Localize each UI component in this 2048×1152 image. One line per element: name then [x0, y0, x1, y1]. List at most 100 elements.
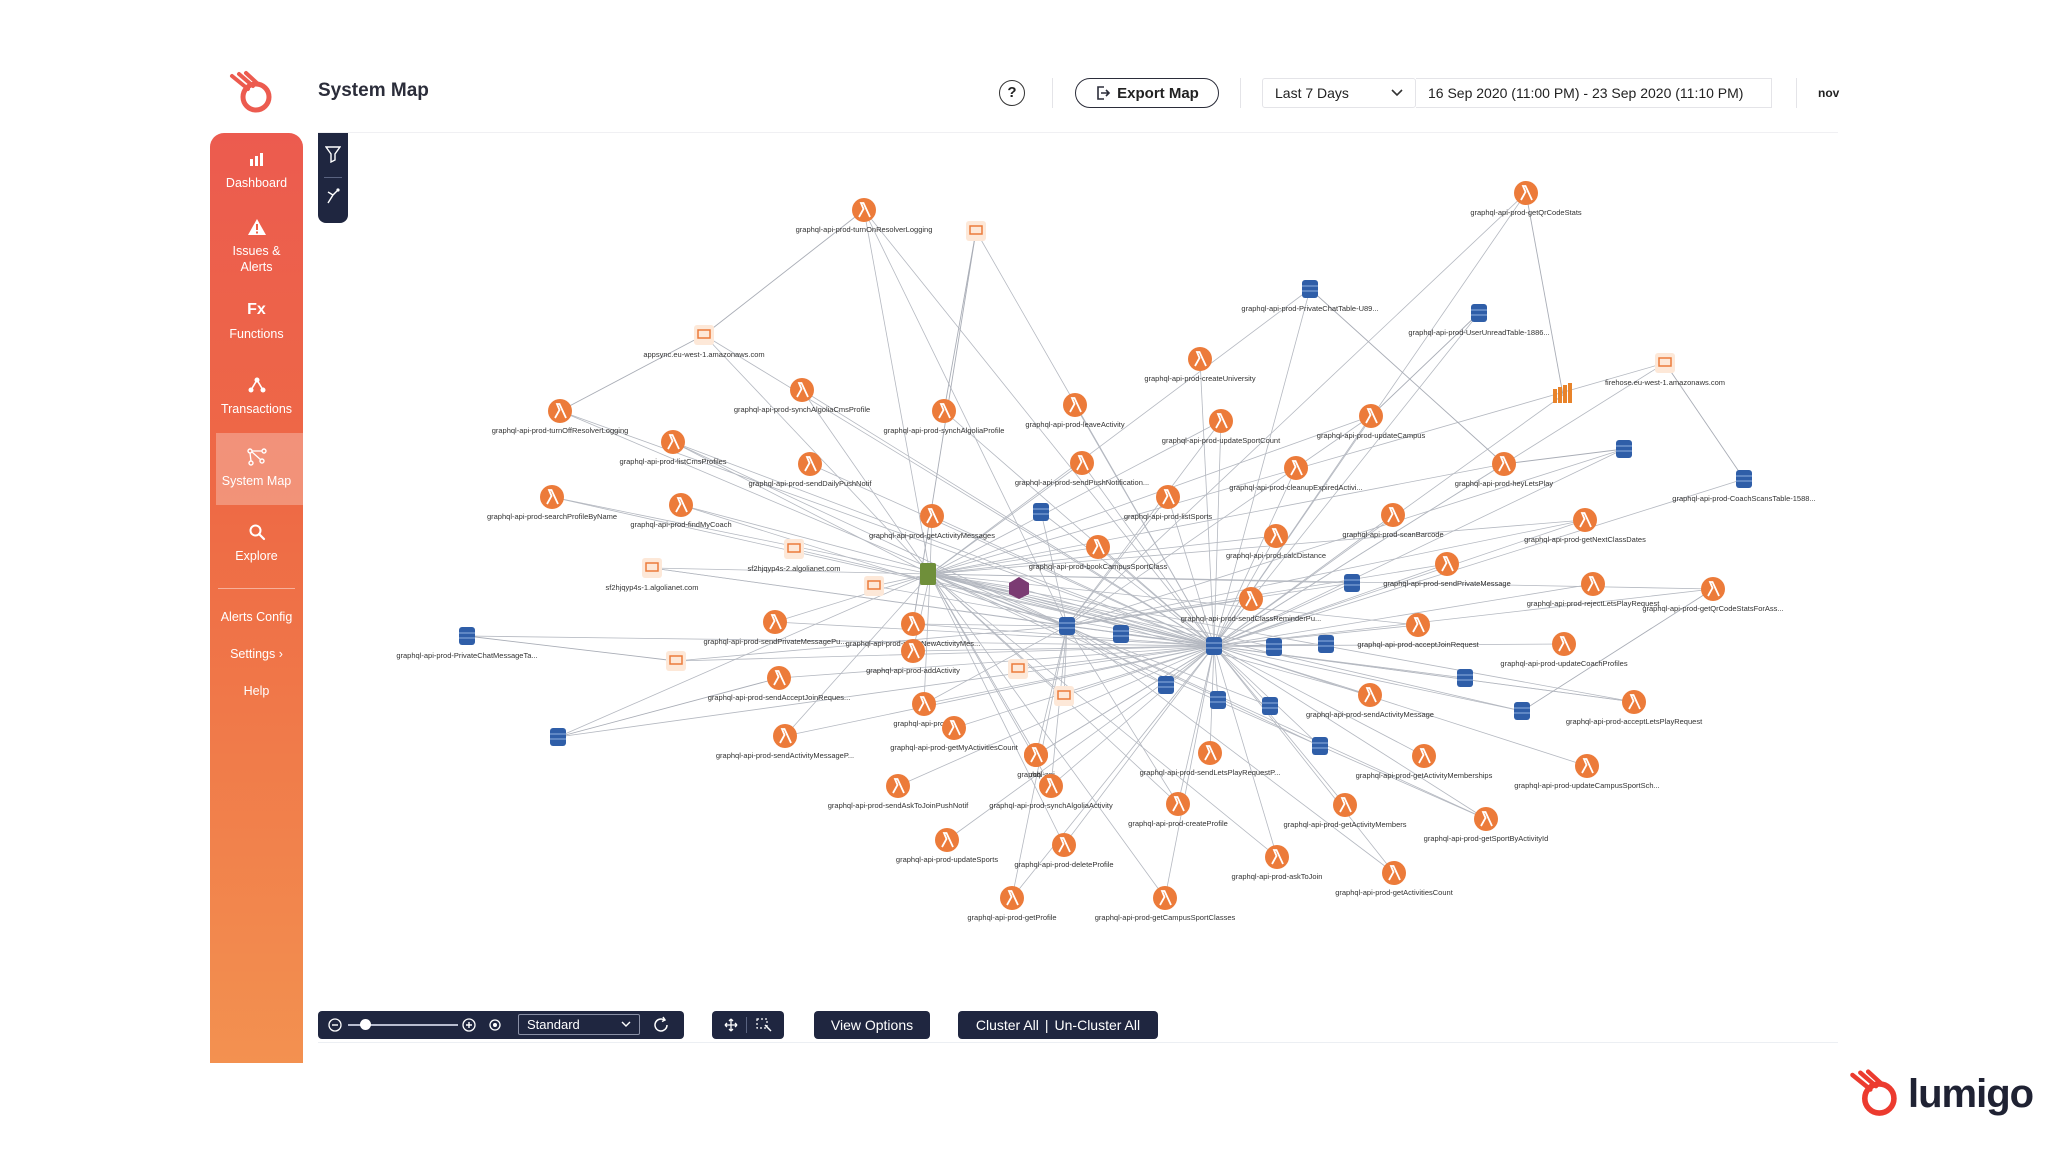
sidebar-item-functions[interactable]: Fx Functions [210, 299, 303, 342]
database-node[interactable] [1113, 625, 1129, 643]
lambda-node[interactable] [942, 716, 966, 740]
sidebar-link-alerts-config[interactable]: Alerts Config [220, 610, 293, 624]
lambda-node[interactable] [1474, 807, 1498, 831]
time-range-select[interactable]: Last 7 Days [1262, 78, 1416, 108]
lambda-node[interactable] [1000, 886, 1024, 910]
external-service-node[interactable] [1008, 659, 1028, 679]
path-icon[interactable] [325, 187, 341, 205]
lambda-node[interactable] [1052, 833, 1076, 857]
zoom-slider-track[interactable] [348, 1024, 458, 1026]
lambda-node[interactable] [1265, 845, 1289, 869]
external-service-node[interactable] [784, 539, 804, 559]
zoom-out-icon[interactable] [328, 1018, 342, 1032]
filter-icon[interactable] [325, 145, 341, 163]
lambda-node[interactable] [763, 610, 787, 634]
lambda-node[interactable] [1581, 572, 1605, 596]
database-node[interactable] [1206, 637, 1222, 655]
database-node[interactable] [1471, 304, 1487, 322]
external-service-node[interactable] [1655, 353, 1675, 373]
database-node[interactable] [1158, 676, 1174, 694]
external-service-node[interactable] [1054, 686, 1074, 706]
database-node[interactable] [1344, 574, 1360, 592]
lambda-node[interactable] [1086, 535, 1110, 559]
lambda-node[interactable] [1359, 404, 1383, 428]
database-node[interactable] [1033, 503, 1049, 521]
zoom-slider-thumb[interactable] [360, 1019, 371, 1030]
database-node[interactable] [1514, 702, 1530, 720]
lambda-node[interactable] [1153, 886, 1177, 910]
lambda-node[interactable] [1239, 587, 1263, 611]
layout-mode-select[interactable]: Standard [518, 1014, 640, 1035]
lambda-node[interactable] [1063, 393, 1087, 417]
lumigo-logo-icon[interactable] [228, 70, 278, 116]
export-map-button[interactable]: Export Map [1075, 78, 1219, 108]
sidebar-item-explore[interactable]: Explore [210, 521, 303, 564]
lambda-node[interactable] [1412, 744, 1436, 768]
lambda-node[interactable] [1156, 485, 1180, 509]
lambda-node[interactable] [1573, 508, 1597, 532]
lambda-node[interactable] [548, 399, 572, 423]
lambda-node[interactable] [1039, 774, 1063, 798]
lambda-node[interactable] [920, 504, 944, 528]
lambda-node[interactable] [1070, 451, 1094, 475]
external-service-node[interactable] [666, 651, 686, 671]
lambda-node[interactable] [1622, 690, 1646, 714]
lambda-node[interactable] [912, 692, 936, 716]
database-node[interactable] [1262, 697, 1278, 715]
lambda-node[interactable] [1435, 552, 1459, 576]
lambda-node[interactable] [1188, 347, 1212, 371]
external-service-node[interactable] [966, 221, 986, 241]
lambda-node[interactable] [1552, 632, 1576, 656]
pan-icon[interactable] [724, 1018, 738, 1032]
sidebar-item-dashboard[interactable]: Dashboard [210, 148, 303, 191]
lambda-node[interactable] [1209, 409, 1233, 433]
zoom-in-icon[interactable] [462, 1018, 476, 1032]
help-button[interactable]: ? [999, 80, 1025, 106]
lambda-node[interactable] [886, 774, 910, 798]
lasso-select-icon[interactable] [756, 1018, 772, 1032]
database-node[interactable] [1616, 440, 1632, 458]
lambda-node[interactable] [1198, 741, 1222, 765]
database-node[interactable] [459, 627, 475, 645]
appsync-node[interactable] [1009, 577, 1029, 599]
lambda-node[interactable] [790, 378, 814, 402]
lambda-node[interactable] [1514, 181, 1538, 205]
sidebar-item-issues[interactable]: Issues & Alerts [210, 216, 303, 275]
lambda-node[interactable] [1575, 754, 1599, 778]
database-node[interactable] [1736, 470, 1752, 488]
system-map-graph[interactable]: graphql-api-prod-turnOnResolverLogging ap… [318, 133, 1838, 1043]
lambda-node[interactable] [1358, 683, 1382, 707]
external-service-node[interactable] [642, 558, 662, 578]
database-node[interactable] [1457, 669, 1473, 687]
firehose-node[interactable] [1553, 383, 1572, 403]
sidebar-item-system-map[interactable]: System Map [210, 446, 303, 489]
lambda-node[interactable] [773, 724, 797, 748]
sidebar-link-settings[interactable]: Settings › [210, 647, 303, 661]
date-range-field[interactable]: 16 Sep 2020 (11:00 PM) - 23 Sep 2020 (11… [1416, 78, 1772, 108]
database-node[interactable] [1312, 737, 1328, 755]
sidebar-link-help[interactable]: Help [243, 684, 270, 698]
lambda-node[interactable] [661, 430, 685, 454]
uncluster-all-button[interactable]: Un-Cluster All [1054, 1017, 1141, 1033]
database-node[interactable] [1059, 617, 1075, 635]
lambda-node[interactable] [767, 666, 791, 690]
lambda-node[interactable] [669, 493, 693, 517]
lambda-node[interactable] [1406, 613, 1430, 637]
lambda-node[interactable] [935, 828, 959, 852]
locate-icon[interactable] [488, 1018, 502, 1032]
database-node[interactable] [550, 728, 566, 746]
lambda-node[interactable] [1284, 456, 1308, 480]
lambda-node[interactable] [798, 452, 822, 476]
lambda-node[interactable] [901, 639, 925, 663]
lambda-node[interactable] [1381, 503, 1405, 527]
view-options-button[interactable]: View Options [814, 1011, 930, 1039]
external-service-node[interactable] [694, 325, 714, 345]
api-gateway-node[interactable] [920, 563, 936, 585]
lambda-node[interactable] [1382, 861, 1406, 885]
lambda-node[interactable] [1492, 452, 1516, 476]
database-node[interactable] [1266, 638, 1282, 656]
lambda-node[interactable] [901, 612, 925, 636]
database-node[interactable] [1318, 635, 1334, 653]
user-name[interactable]: nov [1818, 86, 1840, 100]
lambda-node[interactable] [1701, 577, 1725, 601]
